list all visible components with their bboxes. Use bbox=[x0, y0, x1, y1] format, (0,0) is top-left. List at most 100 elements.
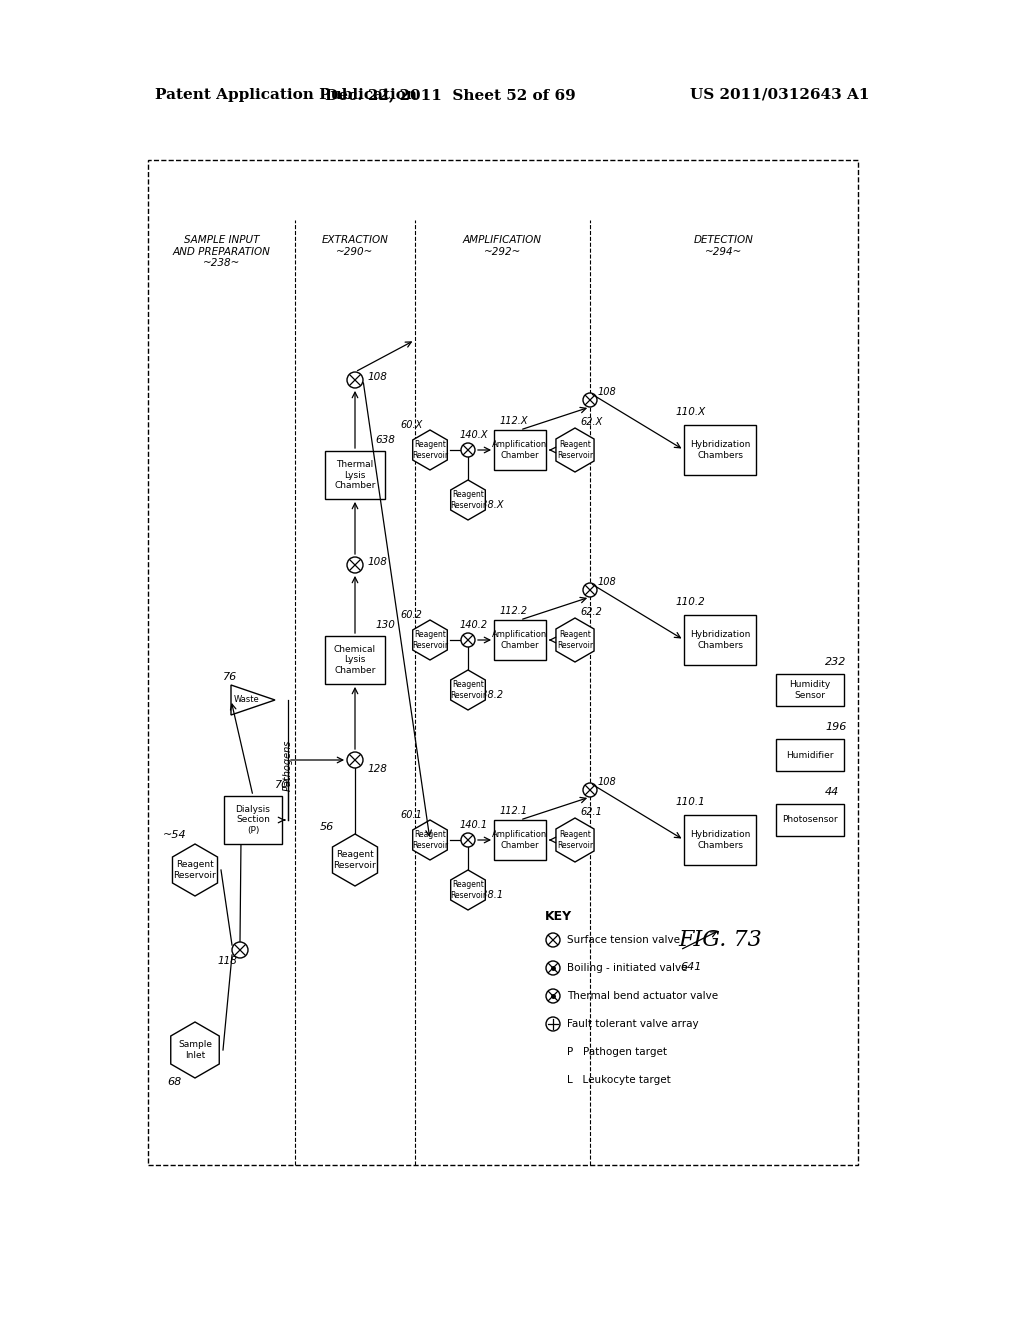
Circle shape bbox=[583, 583, 597, 597]
Polygon shape bbox=[413, 430, 447, 470]
Text: 76: 76 bbox=[223, 672, 238, 682]
Polygon shape bbox=[451, 480, 485, 520]
Text: ~54: ~54 bbox=[163, 830, 186, 840]
Text: Reagent
Reservoir: Reagent Reservoir bbox=[557, 441, 593, 459]
Text: 112.X: 112.X bbox=[500, 416, 528, 426]
Text: 112.1: 112.1 bbox=[500, 807, 528, 816]
Text: Photosensor: Photosensor bbox=[782, 816, 838, 825]
Text: 68: 68 bbox=[167, 1077, 181, 1086]
Text: 108: 108 bbox=[598, 777, 616, 787]
Text: 108: 108 bbox=[367, 557, 387, 568]
FancyBboxPatch shape bbox=[776, 804, 844, 836]
FancyBboxPatch shape bbox=[776, 739, 844, 771]
Text: 60.2: 60.2 bbox=[400, 610, 422, 620]
Text: Reagent
Reservoir: Reagent Reservoir bbox=[412, 830, 449, 850]
Text: 110.2: 110.2 bbox=[675, 597, 705, 607]
Polygon shape bbox=[451, 870, 485, 909]
Text: 108: 108 bbox=[367, 372, 387, 381]
Text: Waste: Waste bbox=[234, 696, 260, 705]
Text: Sample
Inlet: Sample Inlet bbox=[178, 1040, 212, 1060]
Text: KEY: KEY bbox=[545, 909, 572, 923]
Text: 62.X: 62.X bbox=[580, 417, 602, 426]
Text: Thermal bend actuator valve: Thermal bend actuator valve bbox=[567, 991, 718, 1001]
Circle shape bbox=[461, 634, 475, 647]
Polygon shape bbox=[231, 685, 275, 715]
Text: 232: 232 bbox=[825, 657, 847, 667]
Polygon shape bbox=[413, 820, 447, 861]
Text: 140.2: 140.2 bbox=[460, 620, 488, 630]
Text: 108: 108 bbox=[598, 577, 616, 587]
Text: Boiling - initiated valve: Boiling - initiated valve bbox=[567, 964, 687, 973]
Circle shape bbox=[546, 1016, 560, 1031]
FancyBboxPatch shape bbox=[494, 620, 546, 660]
FancyBboxPatch shape bbox=[684, 615, 756, 665]
Text: Reagent
Reservoir: Reagent Reservoir bbox=[450, 880, 486, 900]
Text: 138.2: 138.2 bbox=[476, 690, 504, 700]
Text: Reagent
Reservoir: Reagent Reservoir bbox=[557, 630, 593, 649]
Text: Thermal
Lysis
Chamber: Thermal Lysis Chamber bbox=[334, 461, 376, 490]
FancyBboxPatch shape bbox=[684, 425, 756, 475]
Circle shape bbox=[583, 783, 597, 797]
Text: Dialysis
Section
(P): Dialysis Section (P) bbox=[236, 805, 270, 836]
Polygon shape bbox=[451, 671, 485, 710]
Circle shape bbox=[347, 372, 362, 388]
Text: Fault tolerant valve array: Fault tolerant valve array bbox=[567, 1019, 698, 1030]
Text: 641: 641 bbox=[680, 962, 701, 972]
Text: Reagent
Reservoir: Reagent Reservoir bbox=[174, 861, 216, 879]
FancyBboxPatch shape bbox=[325, 451, 385, 499]
Text: P   Pathogen target: P Pathogen target bbox=[567, 1047, 667, 1057]
Text: 638: 638 bbox=[375, 436, 395, 445]
Text: 60.X: 60.X bbox=[400, 420, 422, 430]
Text: 196: 196 bbox=[825, 722, 847, 733]
Text: Amplification
Chamber: Amplification Chamber bbox=[493, 830, 548, 850]
Polygon shape bbox=[413, 620, 447, 660]
Text: 62.2: 62.2 bbox=[580, 607, 602, 616]
Text: Patent Application Publication: Patent Application Publication bbox=[155, 88, 417, 102]
Text: Reagent
Reservoir: Reagent Reservoir bbox=[450, 490, 486, 510]
Text: Hybridization
Chambers: Hybridization Chambers bbox=[690, 441, 751, 459]
Circle shape bbox=[546, 961, 560, 975]
Text: 112.2: 112.2 bbox=[500, 606, 528, 616]
Text: FIG. 73: FIG. 73 bbox=[678, 929, 762, 950]
Circle shape bbox=[461, 833, 475, 847]
Text: EXTRACTION
~290~: EXTRACTION ~290~ bbox=[322, 235, 388, 256]
Text: 110.X: 110.X bbox=[675, 407, 706, 417]
Text: 60.1: 60.1 bbox=[400, 810, 422, 820]
Text: 140.1: 140.1 bbox=[460, 820, 488, 830]
Text: 140.X: 140.X bbox=[460, 430, 488, 440]
Text: Reagent
Reservoir: Reagent Reservoir bbox=[450, 680, 486, 700]
Text: Chemical
Lysis
Chamber: Chemical Lysis Chamber bbox=[334, 645, 376, 675]
Text: 138.X: 138.X bbox=[476, 500, 505, 510]
Text: 70: 70 bbox=[275, 780, 289, 789]
Text: Reagent
Reservoir: Reagent Reservoir bbox=[334, 850, 377, 870]
FancyBboxPatch shape bbox=[148, 160, 858, 1166]
Text: 110.1: 110.1 bbox=[675, 797, 705, 807]
Circle shape bbox=[347, 557, 362, 573]
FancyBboxPatch shape bbox=[684, 814, 756, 865]
Text: 108: 108 bbox=[598, 387, 616, 397]
Text: 130: 130 bbox=[375, 620, 395, 630]
Text: 62.1: 62.1 bbox=[580, 807, 602, 817]
Polygon shape bbox=[333, 834, 378, 886]
FancyBboxPatch shape bbox=[325, 636, 385, 684]
FancyBboxPatch shape bbox=[224, 796, 282, 843]
Text: 118: 118 bbox=[218, 956, 238, 966]
Circle shape bbox=[232, 942, 248, 958]
Circle shape bbox=[546, 933, 560, 946]
Text: Pathogens: Pathogens bbox=[283, 739, 293, 791]
Polygon shape bbox=[171, 1022, 219, 1078]
Text: AMPLIFICATION
~292~: AMPLIFICATION ~292~ bbox=[463, 235, 542, 256]
Text: L   Leukocyte target: L Leukocyte target bbox=[567, 1074, 671, 1085]
Circle shape bbox=[347, 752, 362, 768]
Text: Surface tension valve: Surface tension valve bbox=[567, 935, 680, 945]
Text: Humidity
Sensor: Humidity Sensor bbox=[790, 680, 830, 700]
Text: Reagent
Reservoir: Reagent Reservoir bbox=[412, 441, 449, 459]
Text: US 2011/0312643 A1: US 2011/0312643 A1 bbox=[690, 88, 870, 102]
Text: Hybridization
Chambers: Hybridization Chambers bbox=[690, 830, 751, 850]
Text: 56: 56 bbox=[319, 822, 334, 832]
Polygon shape bbox=[556, 818, 594, 862]
Polygon shape bbox=[172, 843, 217, 896]
Text: Humidifier: Humidifier bbox=[786, 751, 834, 759]
Text: Hybridization
Chambers: Hybridization Chambers bbox=[690, 630, 751, 649]
Text: 44: 44 bbox=[825, 787, 840, 797]
